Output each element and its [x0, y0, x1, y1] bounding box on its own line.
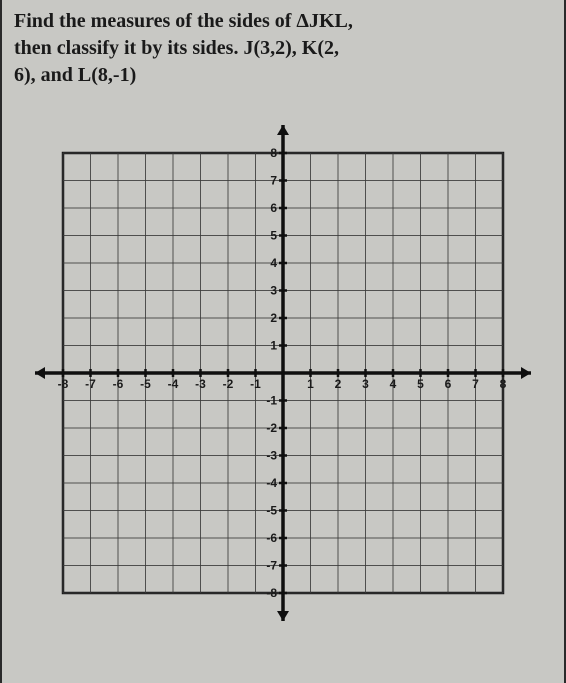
problem-line-2: then classify it by its sides. J(3,2), K… — [14, 37, 339, 59]
svg-text:-5: -5 — [266, 504, 277, 518]
problem-statement: Find the measures of the sides of ΔJKL, … — [14, 8, 552, 89]
svg-text:6: 6 — [270, 201, 277, 215]
svg-text:-8: -8 — [58, 377, 69, 391]
svg-text:3: 3 — [362, 377, 369, 391]
svg-text:1: 1 — [270, 339, 277, 353]
svg-text:-2: -2 — [223, 377, 234, 391]
svg-text:2: 2 — [270, 311, 277, 325]
svg-text:7: 7 — [270, 174, 277, 188]
svg-text:-7: -7 — [266, 559, 277, 573]
problem-line-1: Find the measures of the sides of ΔJKL, — [14, 10, 353, 32]
svg-text:7: 7 — [472, 377, 479, 391]
svg-text:2: 2 — [335, 377, 342, 391]
svg-text:-6: -6 — [113, 377, 124, 391]
grid-svg: -8 -7 -6 -5 -4 -3 -2 -1 1 2 3 4 5 6 7 8 8 7 6 5 4 3 2 1 -1 -2 -3 -4… — [23, 113, 543, 633]
svg-text:-3: -3 — [266, 449, 277, 463]
svg-text:4: 4 — [390, 377, 397, 391]
svg-text:-6: -6 — [266, 531, 277, 545]
svg-text:8: 8 — [500, 377, 507, 391]
worksheet-page: Find the measures of the sides of ΔJKL, … — [0, 0, 566, 683]
svg-text:5: 5 — [270, 229, 277, 243]
svg-text:-4: -4 — [266, 476, 277, 490]
svg-text:-4: -4 — [168, 377, 179, 391]
svg-text:-2: -2 — [266, 421, 277, 435]
svg-text:1: 1 — [307, 377, 314, 391]
svg-text:-5: -5 — [140, 377, 151, 391]
svg-text:5: 5 — [417, 377, 424, 391]
problem-line-3: 6), and L(8,-1) — [14, 64, 136, 86]
svg-text:-1: -1 — [250, 377, 261, 391]
svg-text:-1: -1 — [266, 394, 277, 408]
svg-text:-7: -7 — [85, 377, 96, 391]
svg-text:-8: -8 — [266, 586, 277, 600]
coordinate-plane: -8 -7 -6 -5 -4 -3 -2 -1 1 2 3 4 5 6 7 8 8 7 6 5 4 3 2 1 -1 -2 -3 -4… — [23, 113, 543, 633]
svg-text:6: 6 — [445, 377, 452, 391]
svg-text:-3: -3 — [195, 377, 206, 391]
svg-text:8: 8 — [270, 146, 277, 160]
svg-text:3: 3 — [270, 284, 277, 298]
svg-text:4: 4 — [270, 256, 277, 270]
